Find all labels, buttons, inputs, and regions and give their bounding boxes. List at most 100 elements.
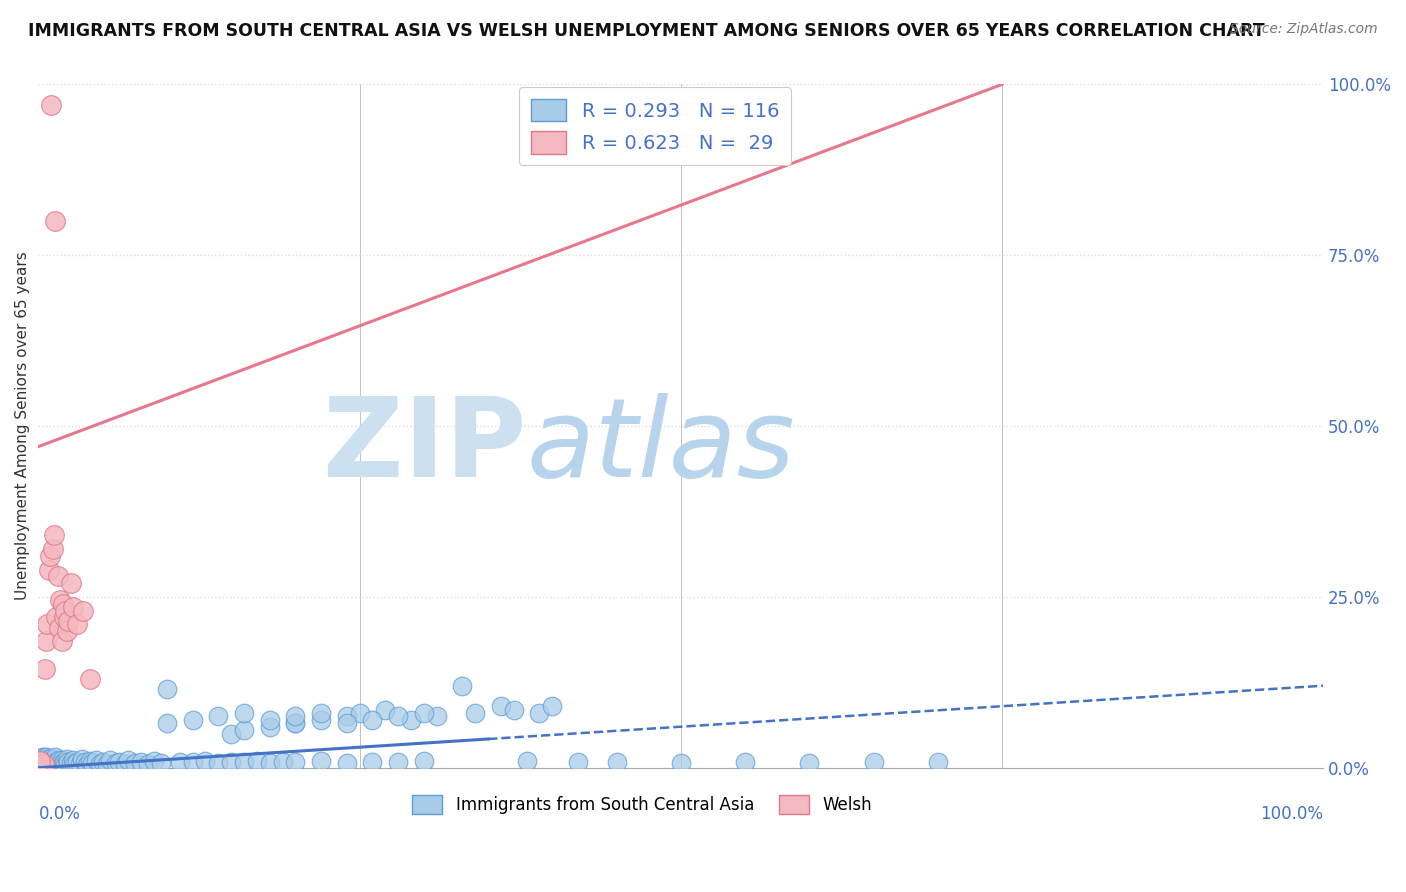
Point <box>156 716 179 731</box>
Point <box>49 593 72 607</box>
Point <box>39 751 62 765</box>
Point <box>181 713 204 727</box>
Point <box>606 756 628 770</box>
Point <box>34 758 56 772</box>
Point <box>516 754 538 768</box>
Point <box>28 756 51 770</box>
Point <box>44 758 66 772</box>
Point <box>37 755 59 769</box>
Point <box>56 756 79 770</box>
Point <box>41 542 63 557</box>
Point <box>104 756 127 770</box>
Point <box>55 603 77 617</box>
Point <box>143 754 166 768</box>
Point <box>39 753 62 767</box>
Point <box>51 753 73 767</box>
Point <box>48 621 70 635</box>
Point <box>129 755 152 769</box>
Point <box>349 706 371 720</box>
Point <box>84 752 107 766</box>
Point <box>79 672 101 686</box>
Point <box>63 757 86 772</box>
Point <box>56 614 79 628</box>
Point <box>44 749 66 764</box>
Point <box>28 754 51 768</box>
Point <box>30 752 52 766</box>
Point <box>799 756 821 770</box>
Point <box>42 756 65 770</box>
Point <box>34 752 56 766</box>
Point <box>426 709 449 723</box>
Point <box>32 756 55 771</box>
Point <box>62 753 84 767</box>
Point <box>32 753 55 767</box>
Point <box>31 758 53 772</box>
Point <box>35 757 58 772</box>
Point <box>45 610 67 624</box>
Point <box>399 713 422 727</box>
Point <box>529 706 551 720</box>
Point <box>309 713 332 727</box>
Point <box>59 576 82 591</box>
Point <box>246 754 269 768</box>
Point <box>233 706 256 720</box>
Point <box>34 756 56 770</box>
Point <box>37 617 59 632</box>
Point <box>309 706 332 720</box>
Text: ZIP: ZIP <box>323 393 527 500</box>
Point <box>55 752 77 766</box>
Point <box>31 755 53 769</box>
Point <box>259 756 281 770</box>
Point <box>76 758 98 772</box>
Point <box>52 756 75 770</box>
Legend: Immigrants from South Central Asia, Welsh: Immigrants from South Central Asia, Wels… <box>406 789 879 821</box>
Point <box>48 752 70 766</box>
Point <box>51 634 73 648</box>
Point <box>31 750 53 764</box>
Text: 0.0%: 0.0% <box>38 805 80 823</box>
Text: IMMIGRANTS FROM SOUTH CENTRAL ASIA VS WELSH UNEMPLOYMENT AMONG SENIORS OVER 65 Y: IMMIGRANTS FROM SOUTH CENTRAL ASIA VS WE… <box>28 22 1265 40</box>
Point <box>502 703 524 717</box>
Point <box>28 757 51 772</box>
Point <box>49 757 72 772</box>
Point <box>124 756 146 770</box>
Point <box>219 755 242 769</box>
Point <box>53 610 76 624</box>
Point <box>39 756 62 771</box>
Point <box>38 756 60 770</box>
Point <box>45 755 67 769</box>
Point <box>69 756 91 771</box>
Point <box>73 756 96 770</box>
Point <box>72 603 94 617</box>
Point <box>374 703 396 717</box>
Point <box>336 716 359 731</box>
Point <box>38 752 60 766</box>
Point <box>567 755 589 769</box>
Point <box>284 709 307 723</box>
Y-axis label: Unemployment Among Seniors over 65 years: Unemployment Among Seniors over 65 years <box>15 252 30 600</box>
Point <box>309 754 332 768</box>
Point <box>42 528 65 542</box>
Point <box>44 214 66 228</box>
Point <box>30 756 52 770</box>
Point <box>233 723 256 738</box>
Point <box>31 757 53 772</box>
Point <box>39 98 62 112</box>
Point <box>233 756 256 770</box>
Point <box>361 713 384 727</box>
Point <box>108 755 131 769</box>
Point <box>412 706 434 720</box>
Point <box>38 563 60 577</box>
Point <box>219 726 242 740</box>
Text: atlas: atlas <box>527 393 796 500</box>
Point <box>259 713 281 727</box>
Point <box>34 662 56 676</box>
Point <box>412 754 434 768</box>
Point <box>66 755 89 769</box>
Point <box>70 752 93 766</box>
Point <box>91 755 114 769</box>
Point <box>39 758 62 772</box>
Point <box>46 569 69 583</box>
Point <box>387 756 409 770</box>
Point <box>37 758 59 772</box>
